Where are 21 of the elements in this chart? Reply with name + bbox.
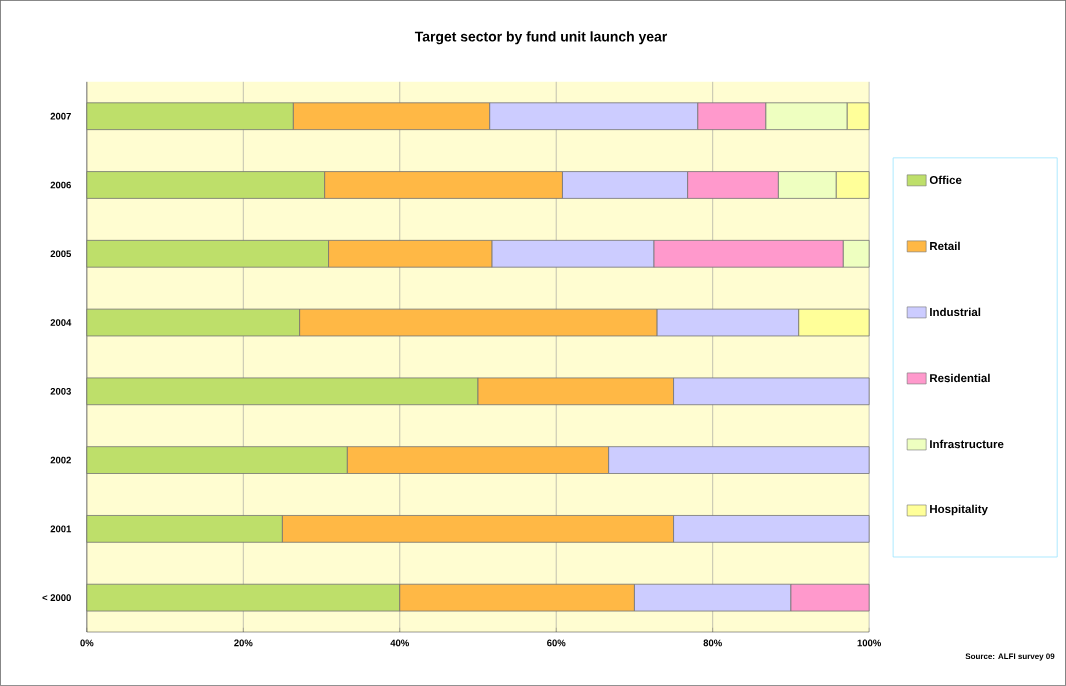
y-tick-label: 2001: [50, 525, 72, 533]
legend-label: Hospitality: [930, 504, 988, 516]
y-tick-label: 2002: [50, 456, 71, 464]
x-tick-label: 40%: [390, 639, 409, 647]
chart-title: Target sector by fund unit launch year: [414, 31, 668, 45]
y-tick-label: 2004: [50, 319, 72, 326]
x-tick-label: 20%: [234, 639, 253, 647]
legend-label: Infrastructure: [930, 439, 1004, 449]
y-tick-label: 2005: [50, 250, 72, 258]
x-tick-label: 100%: [857, 639, 881, 647]
y-tick-label: 2003: [50, 388, 71, 395]
legend-label: Retail: [930, 241, 960, 251]
legend-label: Industrial: [930, 307, 981, 317]
x-tick-label: 80%: [703, 639, 722, 647]
y-tick-label: 2006: [50, 181, 71, 189]
y-tick-label: 2007: [50, 112, 71, 120]
x-tick-label: 0%: [80, 639, 94, 647]
legend-label: Residential: [930, 373, 990, 383]
x-tick-label: 60%: [547, 639, 566, 647]
y-tick-label: < 2000: [42, 594, 71, 602]
legend-label: Office: [929, 175, 962, 185]
